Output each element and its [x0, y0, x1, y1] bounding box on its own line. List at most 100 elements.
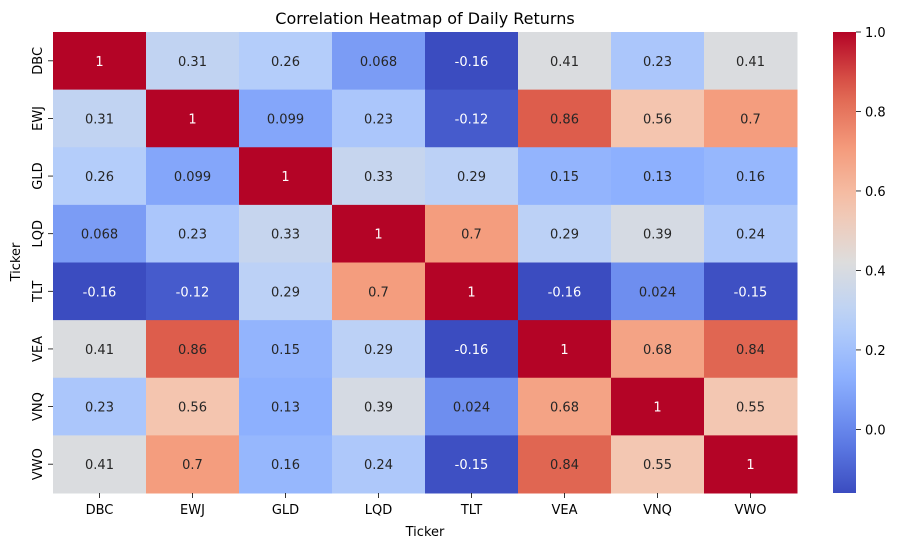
heatmap-cell-label: 0.24: [364, 458, 393, 473]
heatmap-cell: [704, 147, 798, 206]
colorbar: [833, 32, 856, 493]
heatmap-cell-label: 1: [653, 401, 661, 416]
heatmap-cell: [53, 435, 147, 494]
colorbar-tick-label: 1.0: [865, 26, 886, 41]
heatmap-cell-label: 0.31: [85, 112, 114, 127]
heatmap-cell: [239, 435, 333, 494]
heatmap-cell-label: -0.12: [176, 285, 210, 300]
heatmap-cell-label: 0.31: [178, 55, 207, 70]
heatmap-cell: [611, 89, 705, 148]
heatmap-cell-label: 0.41: [85, 343, 114, 358]
x-tick-label: VNQ: [643, 503, 672, 518]
y-tick-label: VEA: [31, 336, 46, 362]
heatmap-cell-label: 0.41: [550, 55, 579, 70]
colorbar-tick-label: 0.4: [865, 264, 886, 279]
heatmap-cell-label: -0.16: [455, 55, 489, 70]
x-tick-label: DBC: [86, 503, 114, 518]
heatmap-cell-label: 1: [188, 112, 196, 127]
heatmap-cell: [146, 435, 240, 494]
heatmap-cell-label: 0.29: [271, 285, 300, 300]
heatmap-cell: [704, 262, 798, 321]
heatmap-cell: [611, 320, 705, 379]
heatmap-cell: [611, 377, 705, 436]
colorbar-tick-label: 0.6: [865, 185, 886, 200]
heatmap-cell-label: 1: [95, 55, 103, 70]
colorbar-ticks: 0.0 0.2 0.4 0.6 0.8 1.0: [856, 26, 886, 438]
heatmap-cell: [146, 204, 240, 263]
heatmap-cell: [518, 147, 612, 206]
heatmap-cell: [425, 89, 519, 148]
x-axis-label: Ticker: [405, 525, 445, 540]
heatmap-cell-label: 0.55: [643, 458, 672, 473]
heatmap-cell: [146, 320, 240, 379]
heatmap-cell-label: 0.39: [364, 401, 393, 416]
heatmap-cell: [146, 147, 240, 206]
heatmap-cell: [425, 262, 519, 321]
heatmap-cell-label: 0.099: [267, 112, 304, 127]
y-tick-label: EWJ: [31, 106, 46, 131]
heatmap-cell-label: 0.29: [550, 228, 579, 243]
heatmap-cell: [611, 435, 705, 494]
heatmap-cell-label: 0.16: [736, 170, 765, 185]
heatmap-cell: [425, 435, 519, 494]
heatmap-cell: [704, 320, 798, 379]
heatmap-cells: [53, 32, 798, 494]
heatmap-cell: [332, 147, 426, 206]
x-tick-label: VEA: [552, 503, 578, 518]
heatmap-cell: [518, 377, 612, 436]
heatmap-cell-label: 0.86: [178, 343, 207, 358]
x-tick-label: EWJ: [180, 503, 205, 518]
heatmap-cell: [53, 262, 147, 321]
heatmap-cell-label: 0.23: [85, 401, 114, 416]
colorbar-tick-label: 0.0: [865, 423, 886, 438]
heatmap-cell: [518, 204, 612, 263]
heatmap-cell: [518, 89, 612, 148]
heatmap-cell-label: 0.39: [643, 228, 672, 243]
heatmap-cell-label: 1: [281, 170, 289, 185]
heatmap-cell-label: 0.7: [740, 112, 761, 127]
heatmap-cell: [239, 147, 333, 206]
heatmap-cell: [239, 377, 333, 436]
heatmap-cell: [332, 262, 426, 321]
heatmap-cell-label: 0.068: [360, 55, 397, 70]
heatmap-cell: [332, 435, 426, 494]
heatmap-cell: [704, 377, 798, 436]
heatmap-cell-label: -0.16: [548, 285, 582, 300]
heatmap-cell-label: 0.24: [736, 228, 765, 243]
heatmap-cell: [239, 262, 333, 321]
heatmap-cell: [425, 204, 519, 263]
heatmap-cell: [53, 147, 147, 206]
heatmap-cell: [332, 32, 426, 91]
heatmap-cell: [239, 32, 333, 91]
heatmap-cell: [518, 262, 612, 321]
heatmap-cell: [53, 377, 147, 436]
heatmap-cell: [53, 89, 147, 148]
heatmap-cell-label: -0.12: [455, 112, 489, 127]
x-tick-label: TLT: [460, 503, 482, 518]
heatmap-cell-label: 0.13: [643, 170, 672, 185]
heatmap-cell-label: 0.41: [736, 55, 765, 70]
heatmap-cell: [704, 89, 798, 148]
heatmap-cell: [704, 32, 798, 91]
heatmap-cell-label: -0.16: [83, 285, 117, 300]
heatmap-cell-label: 0.68: [643, 343, 672, 358]
heatmap-cell-label: 1: [467, 285, 475, 300]
heatmap-cell-label: 0.099: [174, 170, 211, 185]
heatmap-cell-label: 0.15: [550, 170, 579, 185]
heatmap-cell-label: 0.26: [271, 55, 300, 70]
heatmap-cell: [704, 204, 798, 263]
x-tick-label: LQD: [365, 503, 393, 518]
heatmap-cell-label: 0.84: [736, 343, 765, 358]
heatmap-cell: [239, 320, 333, 379]
heatmap-cell-label: 0.84: [550, 458, 579, 473]
x-tick-label: VWO: [735, 503, 767, 518]
heatmap-cell-label: 0.7: [461, 228, 482, 243]
y-tick-label: GLD: [31, 162, 46, 189]
heatmap-cell-label: 0.33: [364, 170, 393, 185]
heatmap-cell-label: 0.26: [85, 170, 114, 185]
heatmap-cell: [239, 89, 333, 148]
heatmap-cell-label: 1: [746, 458, 754, 473]
heatmap-cell: [53, 32, 147, 91]
heatmap-cell-label: 0.86: [550, 112, 579, 127]
